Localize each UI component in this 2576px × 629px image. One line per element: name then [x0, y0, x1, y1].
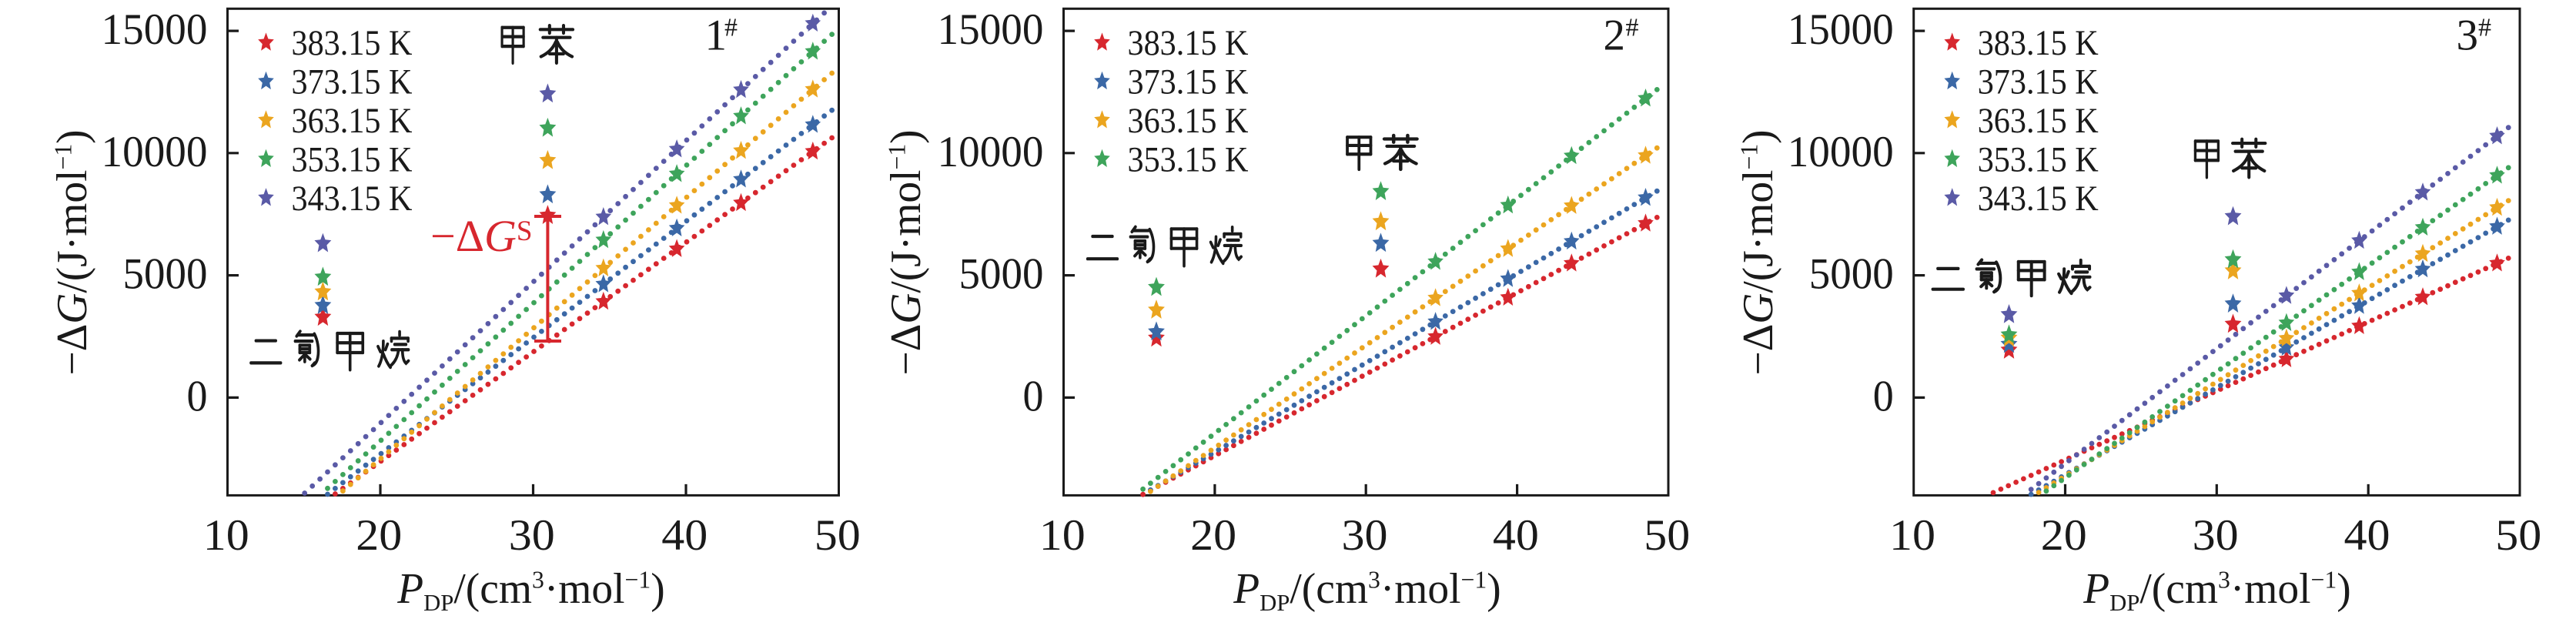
svg-text:40: 40 — [2344, 511, 2390, 560]
svg-text:50: 50 — [1644, 511, 1690, 560]
svg-text:PDP/(cm3·mol−1): PDP/(cm3·mol−1) — [396, 565, 664, 616]
svg-text:5000: 5000 — [959, 250, 1044, 299]
svg-text:PDP/(cm3·mol−1): PDP/(cm3·mol−1) — [1233, 565, 1500, 616]
svg-text:#: # — [1626, 14, 1639, 42]
svg-text:363.15 K: 363.15 K — [1978, 101, 2099, 140]
svg-text:50: 50 — [815, 511, 861, 560]
svg-text:10: 10 — [1039, 511, 1086, 560]
svg-text:20: 20 — [1190, 511, 1236, 560]
svg-text:353.15 K: 353.15 K — [292, 140, 413, 179]
svg-text:40: 40 — [1493, 511, 1539, 560]
svg-text:#: # — [2478, 14, 2491, 42]
svg-text:−ΔG/(J·mol−1): −ΔG/(J·mol−1) — [49, 129, 96, 375]
svg-text:0: 0 — [1873, 373, 1894, 421]
svg-text:383.15 K: 383.15 K — [1128, 23, 1249, 62]
svg-text:40: 40 — [661, 511, 708, 560]
svg-text:−ΔG/(J·mol−1): −ΔG/(J·mol−1) — [1735, 129, 1782, 375]
svg-text:15000: 15000 — [938, 5, 1044, 54]
svg-text:−ΔGS: −ΔGS — [430, 211, 532, 261]
svg-text:3: 3 — [2457, 12, 2479, 60]
svg-text:5000: 5000 — [123, 250, 208, 299]
svg-text:373.15 K: 373.15 K — [1978, 62, 2099, 102]
svg-text:373.15 K: 373.15 K — [1128, 62, 1249, 102]
svg-text:10: 10 — [203, 511, 249, 560]
svg-text:20: 20 — [356, 511, 402, 560]
svg-text:10000: 10000 — [938, 128, 1044, 176]
svg-text:363.15 K: 363.15 K — [1128, 101, 1249, 140]
svg-text:5000: 5000 — [1809, 250, 1894, 299]
svg-text:30: 30 — [2193, 511, 2239, 560]
svg-text:10: 10 — [1889, 511, 1935, 560]
svg-text:#: # — [724, 14, 738, 42]
svg-text:10000: 10000 — [102, 128, 208, 176]
svg-text:363.15 K: 363.15 K — [292, 101, 413, 140]
svg-text:2: 2 — [1604, 12, 1626, 60]
svg-text:353.15 K: 353.15 K — [1978, 140, 2099, 179]
svg-text:343.15 K: 343.15 K — [1978, 179, 2099, 218]
svg-text:343.15 K: 343.15 K — [292, 179, 413, 218]
svg-text:30: 30 — [509, 511, 555, 560]
svg-text:50: 50 — [2495, 511, 2541, 560]
svg-text:PDP/(cm3·mol−1): PDP/(cm3·mol−1) — [2083, 565, 2350, 616]
svg-text:383.15 K: 383.15 K — [1978, 23, 2099, 62]
svg-text:383.15 K: 383.15 K — [292, 23, 413, 62]
svg-text:0: 0 — [187, 373, 208, 421]
svg-text:353.15 K: 353.15 K — [1128, 140, 1249, 179]
svg-text:15000: 15000 — [1788, 5, 1894, 54]
svg-text:1: 1 — [705, 12, 728, 60]
svg-text:373.15 K: 373.15 K — [292, 62, 413, 102]
svg-text:10000: 10000 — [1788, 128, 1894, 176]
svg-text:0: 0 — [1023, 373, 1044, 421]
svg-text:15000: 15000 — [102, 5, 208, 54]
svg-text:−ΔG/(J·mol−1): −ΔG/(J·mol−1) — [882, 129, 930, 375]
svg-text:20: 20 — [2041, 511, 2087, 560]
svg-text:30: 30 — [1342, 511, 1388, 560]
